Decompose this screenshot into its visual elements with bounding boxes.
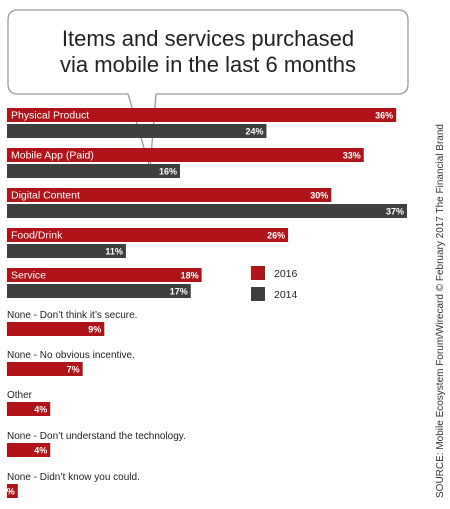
bar-2014-physical-product <box>7 124 267 138</box>
bar-2016-physical-product-value-label: 36% <box>375 111 393 121</box>
legend-label-2014: 2014 <box>274 289 298 301</box>
legend-swatch-2016 <box>251 266 265 280</box>
bar-2016-none-no-obvious-incentive <box>7 362 83 376</box>
bar-2016-none-didn-t-know-you-could-value-label: 1% <box>2 487 15 497</box>
bar-2016-service-value-label: 18% <box>181 271 199 281</box>
legend-swatch-2014 <box>251 287 265 301</box>
bar-2016-mobile-app-paid-value-label: 33% <box>343 151 361 161</box>
bar-2016-other <box>7 402 51 416</box>
bar-2014-digital-content-value-label: 37% <box>386 207 404 217</box>
bar-2014-service-value-label: 17% <box>170 287 188 297</box>
bar-2016-none-don-t-understand-the-technology <box>7 443 51 457</box>
category-label-none-don-t-think-it-s-secure: None - Don’t think it’s secure. <box>7 310 137 321</box>
category-label-food-drink: Food/Drink <box>11 230 63 242</box>
category-label-other: Other <box>7 390 33 401</box>
category-label-mobile-app-paid: Mobile App (Paid) <box>11 150 94 162</box>
bar-2016-physical-product <box>7 108 397 122</box>
bar-2016-none-don-t-think-it-s-secure <box>7 322 105 336</box>
bar-2016-food-drink <box>7 228 289 242</box>
bar-2016-none-no-obvious-incentive-value-label: 7% <box>67 365 80 375</box>
bar-2016-none-don-t-think-it-s-secure-value-label: 9% <box>88 325 101 335</box>
bar-2014-mobile-app-paid-value-label: 16% <box>159 167 177 177</box>
category-label-none-didn-t-know-you-could: None - Didn’t know you could. <box>7 472 140 483</box>
category-label-digital-content: Digital Content <box>11 190 80 202</box>
bar-2014-physical-product-value-label: 24% <box>245 127 263 137</box>
bar-2016-other-value-label: 4% <box>34 405 47 415</box>
bar-2016-none-didn-t-know-you-could <box>7 484 18 498</box>
bars-group: 36% Physical Product 24% 33% Mobile App (Pai… <box>2 108 407 498</box>
bar-2014-digital-content <box>7 204 407 218</box>
bar-2016-none-don-t-understand-the-technology-value-label: 4% <box>34 446 47 456</box>
bar-2016-food-drink-value-label: 26% <box>267 231 285 241</box>
bar-2014-food-drink <box>7 244 126 258</box>
category-label-physical-product: Physical Product <box>11 110 89 122</box>
bar-2014-service <box>7 284 191 298</box>
category-label-service: Service <box>11 270 46 282</box>
chart-title-line-2: via mobile in the last 6 months <box>60 52 356 77</box>
bar-2016-digital-content <box>7 188 332 202</box>
chart-title-line-1: Items and services purchased <box>62 26 354 51</box>
bar-2014-mobile-app-paid <box>7 164 180 178</box>
source-note: SOURCE: Mobile Ecosystem Forum/Wirecard … <box>435 124 446 498</box>
category-label-none-no-obvious-incentive: None - No obvious incentive. <box>7 350 135 361</box>
bar-2014-food-drink-value-label: 11% <box>105 247 123 257</box>
bar-2016-mobile-app-paid <box>7 148 364 162</box>
legend-label-2016: 2016 <box>274 268 298 280</box>
bar-2016-digital-content-value-label: 30% <box>310 191 328 201</box>
category-label-none-don-t-understand-the-technology: None - Don’t understand the technology. <box>7 431 186 442</box>
legend: 2016 2014 <box>251 266 298 301</box>
bar-2016-service <box>7 268 202 282</box>
